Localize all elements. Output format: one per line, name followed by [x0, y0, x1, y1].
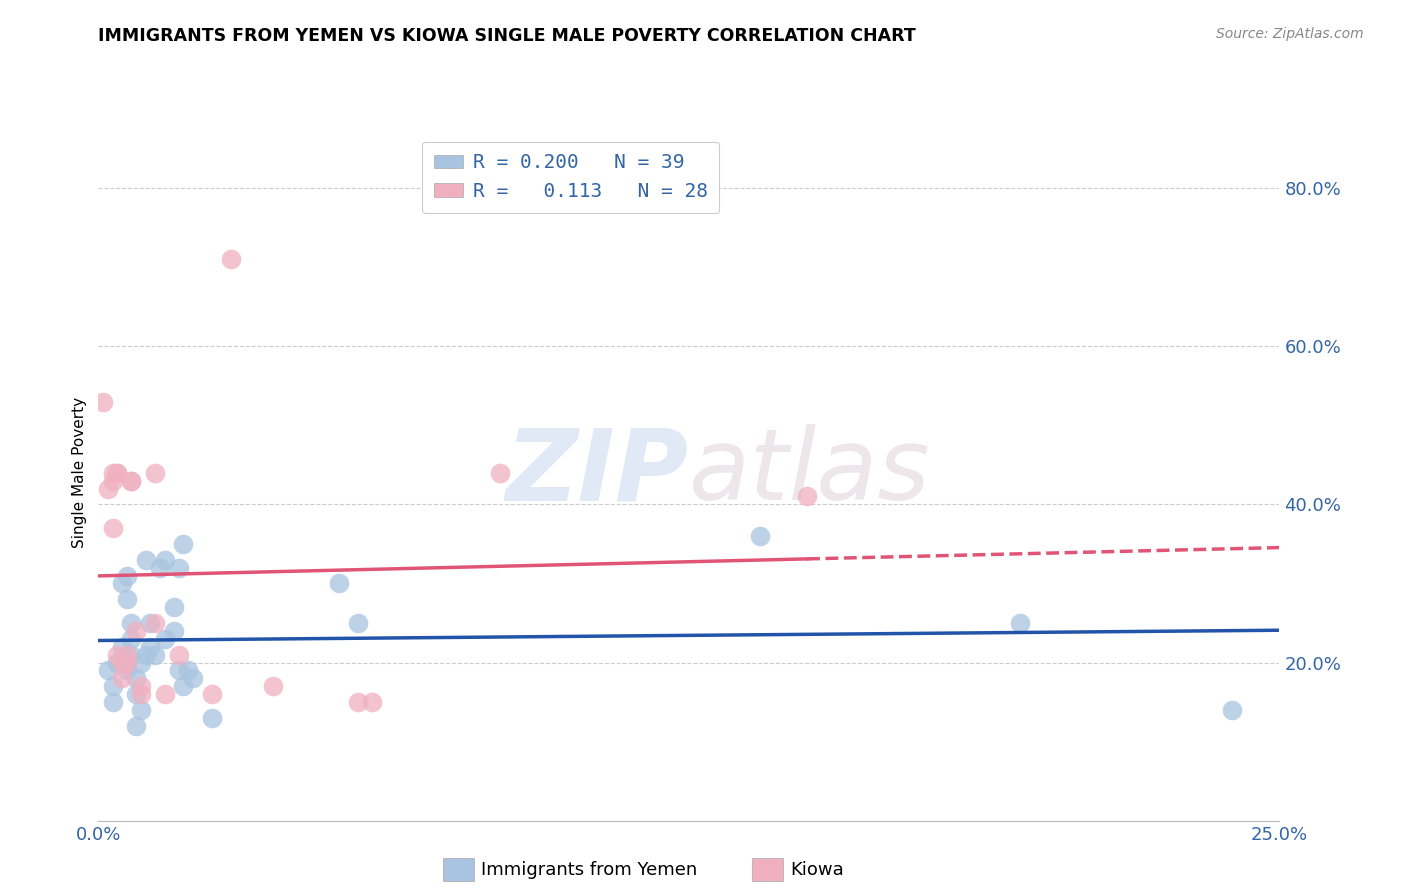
Point — [125, 719, 148, 733]
Point — [125, 687, 148, 701]
Point — [111, 576, 134, 591]
Legend: R = 0.200   N = 39, R =   0.113   N = 28: R = 0.200 N = 39, R = 0.113 N = 28 — [422, 142, 720, 212]
Text: Immigrants from Yemen: Immigrants from Yemen — [481, 861, 697, 879]
Point — [115, 664, 138, 678]
Point — [115, 656, 138, 670]
Point — [101, 466, 124, 480]
Point — [101, 521, 124, 535]
Text: atlas: atlas — [689, 425, 931, 521]
Point — [139, 640, 162, 654]
Point — [489, 466, 512, 480]
Point — [129, 656, 152, 670]
Point — [129, 679, 152, 693]
Point — [796, 490, 818, 504]
Point — [153, 687, 176, 701]
Point — [111, 656, 134, 670]
Point — [115, 592, 138, 607]
Point — [153, 632, 176, 646]
Point — [97, 482, 120, 496]
Point — [167, 648, 190, 662]
Point — [163, 600, 186, 615]
Point — [115, 648, 138, 662]
Point — [105, 656, 128, 670]
Point — [167, 560, 190, 574]
Point — [105, 466, 128, 480]
Point — [135, 648, 157, 662]
Point — [105, 466, 128, 480]
Point — [91, 394, 114, 409]
Point — [748, 529, 770, 543]
Point — [115, 568, 138, 582]
Point — [125, 671, 148, 685]
Point — [1220, 703, 1243, 717]
Y-axis label: Single Male Poverty: Single Male Poverty — [72, 397, 87, 549]
Point — [201, 687, 224, 701]
Point — [347, 695, 370, 709]
Point — [163, 624, 186, 638]
Point — [328, 576, 350, 591]
Point — [153, 552, 176, 567]
Point — [111, 671, 134, 685]
Point — [201, 711, 224, 725]
Point — [121, 632, 143, 646]
Point — [167, 664, 190, 678]
Point — [1008, 615, 1031, 630]
Point — [121, 474, 143, 488]
Point — [101, 695, 124, 709]
Point — [121, 615, 143, 630]
Point — [172, 679, 194, 693]
Point — [347, 615, 370, 630]
Point — [101, 679, 124, 693]
Point — [101, 474, 124, 488]
Point — [121, 474, 143, 488]
Point — [361, 695, 384, 709]
Text: IMMIGRANTS FROM YEMEN VS KIOWA SINGLE MALE POVERTY CORRELATION CHART: IMMIGRANTS FROM YEMEN VS KIOWA SINGLE MA… — [98, 27, 917, 45]
Point — [121, 648, 143, 662]
Point — [129, 703, 152, 717]
Point — [143, 466, 166, 480]
Point — [97, 664, 120, 678]
Point — [139, 615, 162, 630]
Text: ZIP: ZIP — [506, 425, 689, 521]
Point — [105, 648, 128, 662]
Point — [181, 671, 204, 685]
Text: Kiowa: Kiowa — [790, 861, 844, 879]
Point — [149, 560, 172, 574]
Point — [135, 552, 157, 567]
Point — [143, 615, 166, 630]
Point — [143, 648, 166, 662]
Text: Source: ZipAtlas.com: Source: ZipAtlas.com — [1216, 27, 1364, 41]
Point — [172, 537, 194, 551]
Point — [125, 624, 148, 638]
Point — [177, 664, 200, 678]
Point — [129, 687, 152, 701]
Point — [262, 679, 284, 693]
Point — [219, 252, 242, 267]
Point — [111, 640, 134, 654]
